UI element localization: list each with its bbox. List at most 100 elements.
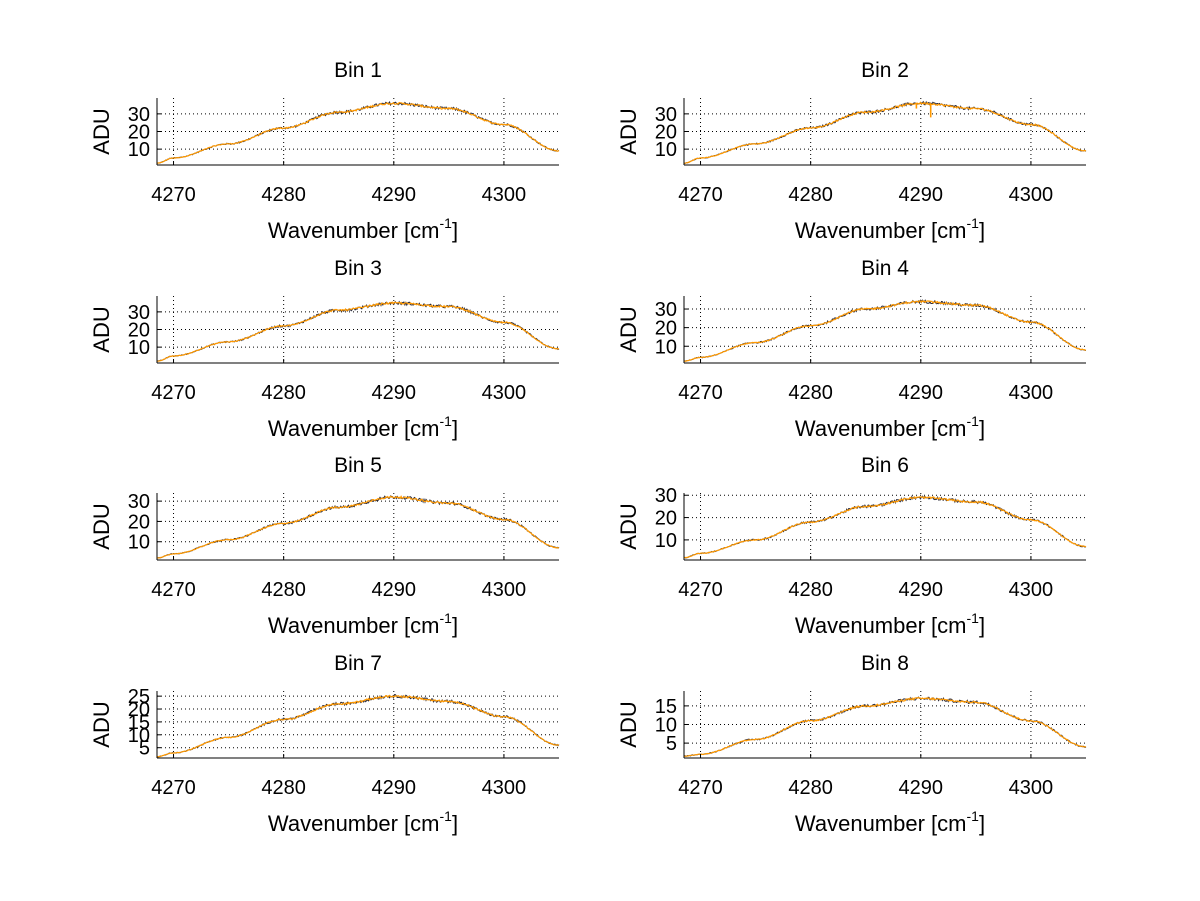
x-axis-label-sup: -1 bbox=[440, 413, 453, 429]
y-tick-label: 10 bbox=[655, 715, 677, 737]
x-axis-label-main: Wavenumber [cm bbox=[268, 218, 440, 243]
x-tick-label: 4290 bbox=[899, 777, 944, 799]
x-axis-label-main: Wavenumber [cm bbox=[795, 811, 967, 836]
x-axis-label-main: Wavenumber [cm bbox=[268, 811, 440, 836]
x-tick-label: 4280 bbox=[261, 382, 306, 404]
spectrum-line bbox=[156, 694, 559, 758]
x-tick-label: 4290 bbox=[372, 579, 417, 601]
x-tick-label: 4270 bbox=[151, 382, 196, 404]
subplot-title: Bin 5 bbox=[334, 454, 382, 477]
x-tick-label: 4280 bbox=[788, 579, 833, 601]
y-tick-label: 5 bbox=[139, 738, 150, 760]
subplot-title: Bin 4 bbox=[861, 257, 909, 280]
y-tick-label: 25 bbox=[128, 686, 150, 708]
x-axis-label-end: ] bbox=[452, 613, 458, 638]
x-tick-label: 4300 bbox=[482, 382, 527, 404]
x-axis-label: Wavenumber [cm-1] bbox=[268, 413, 458, 441]
x-axis-label-sup: -1 bbox=[440, 215, 453, 231]
y-tick-label: 10 bbox=[128, 532, 150, 554]
x-axis-label-main: Wavenumber [cm bbox=[795, 218, 967, 243]
spectrum-line-dark bbox=[157, 495, 560, 559]
y-tick-label: 10 bbox=[655, 336, 677, 358]
subplot-title: Bin 7 bbox=[334, 652, 382, 675]
y-axis-label: ADU bbox=[616, 503, 641, 549]
x-tick-label: 4300 bbox=[482, 184, 527, 206]
y-axis-label: ADU bbox=[89, 108, 114, 154]
spectrum-line bbox=[684, 101, 1087, 164]
x-tick-label: 4270 bbox=[678, 184, 723, 206]
y-axis-label: ADU bbox=[616, 701, 641, 747]
x-axis-label-main: Wavenumber [cm bbox=[795, 416, 967, 441]
x-tick-label: 4300 bbox=[482, 777, 527, 799]
x-tick-label: 4270 bbox=[678, 579, 723, 601]
y-axis-label: ADU bbox=[616, 108, 641, 154]
x-tick-label: 4300 bbox=[1009, 777, 1054, 799]
y-tick-label: 10 bbox=[655, 139, 677, 161]
x-axis-label-end: ] bbox=[979, 613, 985, 638]
x-tick-label: 4290 bbox=[899, 382, 944, 404]
x-tick-label: 4280 bbox=[788, 184, 833, 206]
y-tick-label: 20 bbox=[655, 318, 677, 340]
x-axis-label-end: ] bbox=[979, 811, 985, 836]
x-axis-label-end: ] bbox=[979, 416, 985, 441]
y-tick-label: 20 bbox=[655, 122, 677, 144]
x-axis-label-main: Wavenumber [cm bbox=[795, 613, 967, 638]
x-tick-label: 4290 bbox=[372, 382, 417, 404]
spectrum-line bbox=[156, 495, 560, 559]
y-tick-label: 10 bbox=[128, 725, 150, 747]
x-axis-label: Wavenumber [cm-1] bbox=[268, 808, 458, 836]
y-axis-label: ADU bbox=[89, 701, 114, 747]
x-tick-label: 4290 bbox=[372, 184, 417, 206]
spectrum-line-dark bbox=[683, 100, 1087, 164]
x-tick-label: 4280 bbox=[261, 777, 306, 799]
x-axis-label-end: ] bbox=[452, 416, 458, 441]
x-axis-label-sup: -1 bbox=[440, 610, 453, 626]
x-tick-label: 4290 bbox=[372, 777, 417, 799]
y-tick-label: 20 bbox=[128, 511, 150, 533]
y-tick-label: 20 bbox=[655, 508, 677, 530]
x-axis-label-main: Wavenumber [cm bbox=[268, 613, 440, 638]
spectrum-line-dark bbox=[683, 495, 1087, 559]
x-tick-label: 4270 bbox=[678, 382, 723, 404]
y-tick-label: 15 bbox=[128, 712, 150, 734]
y-tick-label: 30 bbox=[655, 104, 677, 126]
x-tick-label: 4290 bbox=[899, 579, 944, 601]
x-tick-label: 4280 bbox=[261, 184, 306, 206]
x-axis-label: Wavenumber [cm-1] bbox=[268, 610, 458, 638]
subplot-title: Bin 3 bbox=[334, 257, 382, 280]
x-axis-label: Wavenumber [cm-1] bbox=[795, 215, 985, 243]
spectrum-line bbox=[683, 495, 1087, 559]
subplot-title: Bin 6 bbox=[861, 454, 909, 477]
x-axis-label-end: ] bbox=[452, 218, 458, 243]
subplot-title: Bin 8 bbox=[861, 652, 909, 675]
y-axis-label: ADU bbox=[616, 306, 641, 352]
x-axis-label-sup: -1 bbox=[440, 808, 453, 824]
spectrum-line-dark bbox=[156, 300, 560, 362]
spectrum-line bbox=[683, 300, 1087, 362]
x-axis-label-sup: -1 bbox=[967, 808, 980, 824]
spectrum-line-dark bbox=[157, 100, 560, 164]
x-tick-label: 4300 bbox=[1009, 579, 1054, 601]
x-axis-label: Wavenumber [cm-1] bbox=[795, 610, 985, 638]
y-tick-label: 10 bbox=[655, 530, 677, 552]
x-tick-label: 4300 bbox=[1009, 184, 1054, 206]
x-tick-label: 4280 bbox=[261, 579, 306, 601]
x-axis-label: Wavenumber [cm-1] bbox=[795, 808, 985, 836]
spectrum-line bbox=[683, 696, 1087, 757]
y-tick-label: 30 bbox=[655, 485, 677, 507]
x-tick-label: 4300 bbox=[1009, 382, 1054, 404]
x-tick-label: 4290 bbox=[899, 184, 944, 206]
x-axis-label: Wavenumber [cm-1] bbox=[268, 215, 458, 243]
y-tick-label: 30 bbox=[655, 299, 677, 321]
subplot-title: Bin 1 bbox=[334, 59, 382, 82]
x-tick-label: 4280 bbox=[788, 382, 833, 404]
x-axis-label-sup: -1 bbox=[967, 610, 980, 626]
y-axis-label: ADU bbox=[89, 503, 114, 549]
x-axis-label-main: Wavenumber [cm bbox=[268, 416, 440, 441]
x-tick-label: 4270 bbox=[151, 579, 196, 601]
